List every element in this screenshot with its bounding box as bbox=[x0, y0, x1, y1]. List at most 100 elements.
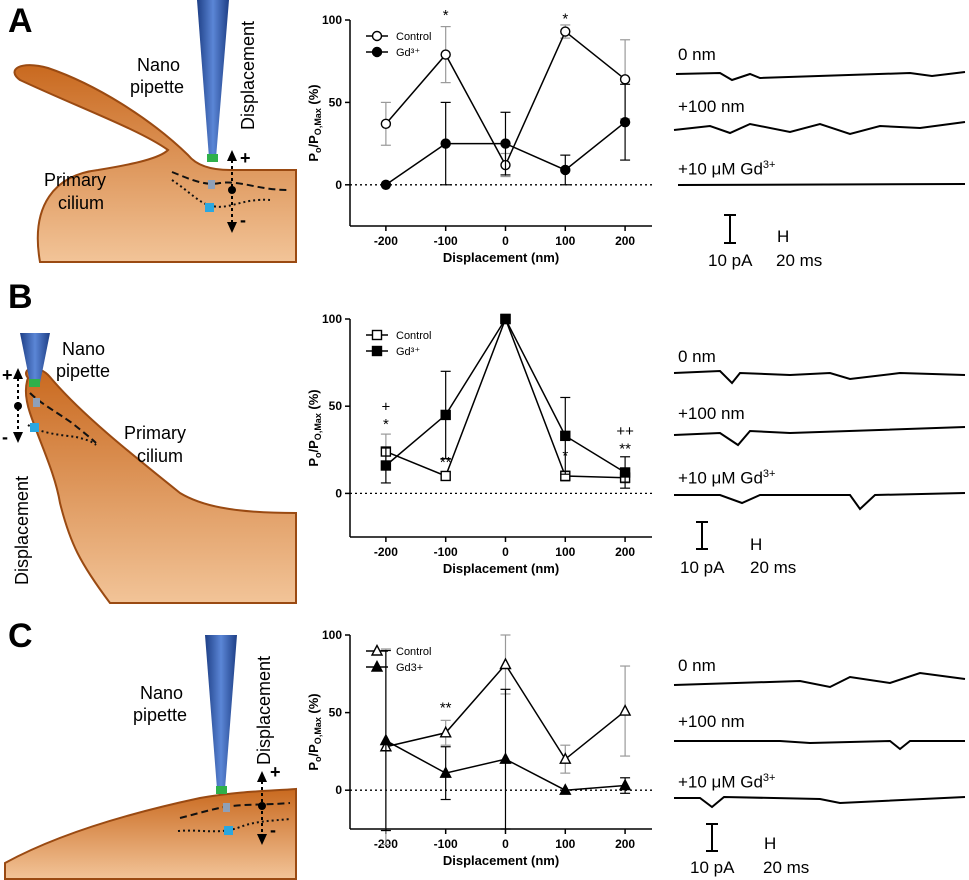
y-tick-label: 100 bbox=[322, 628, 342, 642]
cartoon-label-pipette: pipette bbox=[133, 705, 188, 725]
data-point bbox=[618, 778, 632, 791]
trace-label-gd-sup: 3+ bbox=[762, 468, 776, 480]
x-tick-label: 0 bbox=[502, 545, 509, 559]
legend-marker bbox=[371, 329, 383, 341]
x-axis-label: Displacement (nm) bbox=[443, 853, 559, 868]
x-tick-label: 100 bbox=[555, 234, 575, 248]
significance-mark: ++ bbox=[616, 423, 634, 440]
data-point bbox=[500, 138, 511, 149]
trace-label-gd-sup: 3+ bbox=[762, 772, 776, 784]
data-point bbox=[618, 704, 632, 716]
legend-marker bbox=[370, 643, 384, 656]
series-gd- bbox=[380, 83, 631, 191]
nano-pipette bbox=[20, 333, 50, 383]
x-axis-label: Displacement (nm) bbox=[443, 250, 559, 265]
cilium-cartoon-b bbox=[13, 333, 297, 604]
data-point bbox=[440, 409, 451, 421]
data-point bbox=[380, 118, 392, 130]
y-tick-label: 100 bbox=[322, 13, 342, 27]
trace-100nm bbox=[673, 121, 966, 136]
legend-marker bbox=[371, 30, 383, 42]
cartoon-label-primary: Primary bbox=[44, 170, 106, 190]
scale-bar-ms: H bbox=[764, 834, 777, 853]
legend-label: Control bbox=[396, 31, 431, 43]
data-point bbox=[560, 430, 571, 442]
cartoon-label-minus: - bbox=[2, 427, 8, 447]
trace-label-100nm: +100 nm bbox=[678, 712, 745, 731]
trace-100nm bbox=[674, 739, 965, 751]
x-tick-label: 100 bbox=[555, 837, 575, 851]
legend-marker bbox=[370, 659, 384, 672]
trace-label-gd-sup: 3+ bbox=[762, 159, 776, 171]
cartoon-label-plus: + bbox=[270, 762, 281, 782]
scale-label-pa: 10 pA bbox=[708, 251, 753, 270]
trace-label-100nm: +100 nm bbox=[678, 97, 745, 116]
data-point bbox=[380, 179, 392, 191]
nano-pipette bbox=[197, 0, 229, 158]
x-tick-label: 0 bbox=[502, 234, 509, 248]
trace-0nm bbox=[673, 369, 966, 385]
nano-pipette bbox=[205, 635, 237, 789]
po-chart-b: 0 50 100 -200 -100 0 100 200 Displacement (nm) Po… bbox=[306, 312, 652, 576]
cartoon-label-primary: Primary bbox=[124, 423, 186, 443]
y-tick-label: 50 bbox=[329, 95, 343, 109]
x-tick-label: 0 bbox=[502, 837, 509, 851]
panel-b: B Nano pipette Primary cilium Displaceme… bbox=[0, 280, 969, 613]
panel-a: A Nano pipette Primary cili bbox=[0, 0, 969, 293]
legend-label: Control bbox=[396, 646, 431, 658]
trace-0nm bbox=[675, 71, 966, 82]
data-point bbox=[559, 783, 572, 795]
data-point bbox=[559, 752, 572, 764]
legend-label: Gd³⁺ bbox=[396, 346, 420, 358]
panel-c: C Nano pipette Displacement + - 050100-2… bbox=[0, 613, 969, 880]
scale-bar-ms: H bbox=[750, 535, 763, 554]
y-tick-label: 0 bbox=[335, 178, 342, 192]
trace-label-gd: +10 μM Gd3+ bbox=[678, 156, 775, 179]
series-gd- bbox=[380, 313, 631, 489]
legend-label: Gd3+ bbox=[396, 662, 423, 674]
legend-label: Control bbox=[396, 330, 431, 342]
x-tick-label: -200 bbox=[374, 545, 398, 559]
data-point bbox=[440, 470, 451, 482]
x-tick-label: 200 bbox=[615, 545, 635, 559]
data-point bbox=[500, 313, 511, 325]
significance-mark: * bbox=[562, 10, 568, 27]
scale-label-ms: 20 ms bbox=[750, 558, 797, 577]
cartoon-label-pipette: pipette bbox=[130, 77, 185, 97]
data-point bbox=[619, 116, 631, 128]
cartoon-label-plus: + bbox=[240, 148, 251, 168]
panel-letter: C bbox=[8, 617, 33, 655]
legend-label: Gd³⁺ bbox=[396, 47, 420, 59]
trace-0nm bbox=[673, 671, 966, 689]
legend-marker bbox=[371, 46, 383, 58]
y-tick-label: 100 bbox=[322, 312, 342, 326]
y-axis-label: Po/PO,Max (%) bbox=[306, 389, 323, 466]
data-point bbox=[499, 752, 512, 764]
significance-mark: ** bbox=[440, 454, 452, 471]
significance-mark: ** bbox=[619, 440, 631, 457]
data-point bbox=[380, 460, 392, 471]
data-point bbox=[499, 657, 512, 670]
panel-letter: B bbox=[8, 278, 33, 316]
scale-label-pa: 10 pA bbox=[680, 558, 725, 577]
cilium-cartoon-a bbox=[13, 0, 297, 263]
trace-label-gd-text: +10 μM Gd bbox=[678, 159, 763, 179]
scale-label-ms: 20 ms bbox=[776, 251, 823, 270]
significance-mark: ** bbox=[440, 700, 452, 717]
scale-bar-ms: H bbox=[777, 227, 790, 246]
data-point bbox=[439, 766, 452, 778]
x-tick-label: -100 bbox=[434, 545, 458, 559]
significance-mark: + bbox=[381, 398, 390, 415]
cartoon-label-nano: Nano bbox=[62, 339, 106, 359]
trace-label-gd-text: +10 μM Gd bbox=[678, 468, 763, 488]
cilium-cartoon-c bbox=[4, 635, 297, 880]
trace-100nm bbox=[673, 426, 966, 447]
current-traces-b bbox=[673, 369, 966, 550]
trace-label-gd: +10 μM Gd3+ bbox=[678, 465, 775, 488]
x-tick-label: -100 bbox=[434, 837, 458, 851]
current-traces-c bbox=[673, 671, 966, 852]
trace-gd bbox=[674, 795, 966, 809]
x-tick-label: 200 bbox=[615, 837, 635, 851]
panel-letter: A bbox=[8, 2, 33, 40]
cartoon-label-minus: - bbox=[240, 210, 246, 230]
